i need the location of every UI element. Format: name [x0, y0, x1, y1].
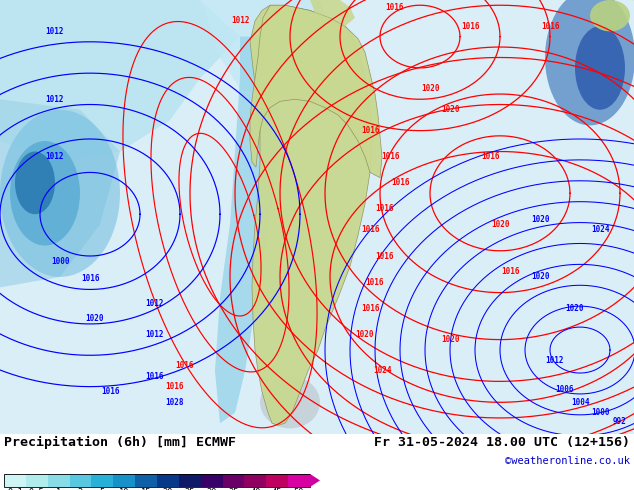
Polygon shape — [0, 0, 240, 162]
Polygon shape — [250, 5, 372, 425]
Text: 1020: 1020 — [441, 105, 459, 114]
Text: 1012: 1012 — [46, 27, 64, 36]
Text: 1016: 1016 — [461, 22, 479, 30]
Text: Fr 31-05-2024 18.00 UTC (12+156): Fr 31-05-2024 18.00 UTC (12+156) — [374, 436, 630, 449]
Text: 1016: 1016 — [381, 152, 399, 161]
Text: 45: 45 — [272, 488, 283, 490]
Polygon shape — [200, 0, 330, 99]
Bar — [157, 474, 179, 487]
Text: 992: 992 — [613, 416, 627, 426]
Text: 1016: 1016 — [376, 251, 394, 261]
Text: Precipitation (6h) [mm] ECMWF: Precipitation (6h) [mm] ECMWF — [4, 436, 236, 449]
Text: 1000: 1000 — [51, 257, 69, 266]
Text: 1016: 1016 — [376, 204, 394, 214]
Text: 1016: 1016 — [361, 126, 379, 135]
Text: 1: 1 — [56, 488, 61, 490]
Text: 1020: 1020 — [421, 84, 439, 93]
Text: 1016: 1016 — [81, 274, 100, 284]
Text: 2: 2 — [78, 488, 83, 490]
Text: 1016: 1016 — [501, 267, 519, 276]
Polygon shape — [0, 99, 120, 287]
Polygon shape — [310, 474, 320, 487]
Text: 1024: 1024 — [591, 225, 609, 234]
Text: 1016: 1016 — [366, 278, 384, 287]
Bar — [70, 474, 91, 487]
Bar — [245, 474, 266, 487]
Text: 1016: 1016 — [361, 304, 379, 313]
Bar — [4, 474, 26, 487]
Text: 1020: 1020 — [531, 272, 549, 281]
Text: 1012: 1012 — [46, 95, 64, 104]
Text: 40: 40 — [250, 488, 261, 490]
Text: 1024: 1024 — [373, 367, 391, 375]
Text: 5: 5 — [100, 488, 105, 490]
Ellipse shape — [260, 376, 320, 428]
Text: 0.1: 0.1 — [7, 488, 23, 490]
Bar — [91, 474, 113, 487]
Text: 1020: 1020 — [491, 220, 509, 229]
Text: 1016: 1016 — [385, 3, 404, 12]
Ellipse shape — [0, 110, 120, 277]
Bar — [179, 474, 201, 487]
Text: 1016: 1016 — [165, 382, 184, 391]
Text: 1012: 1012 — [546, 356, 564, 365]
Ellipse shape — [590, 0, 630, 31]
Ellipse shape — [10, 141, 80, 245]
Bar — [4, 474, 310, 487]
Bar — [135, 474, 157, 487]
Polygon shape — [215, 37, 280, 423]
Text: 1012: 1012 — [231, 16, 249, 25]
Ellipse shape — [575, 26, 625, 110]
Text: 1016: 1016 — [101, 388, 119, 396]
Text: 1016: 1016 — [361, 225, 379, 234]
Bar — [26, 474, 48, 487]
Text: 1020: 1020 — [86, 314, 104, 323]
Bar — [201, 474, 223, 487]
Text: 50: 50 — [294, 488, 304, 490]
Text: 1020: 1020 — [531, 215, 549, 224]
Bar — [48, 474, 70, 487]
Bar — [223, 474, 245, 487]
Text: 1012: 1012 — [146, 330, 164, 339]
Text: 35: 35 — [228, 488, 239, 490]
Text: 1016: 1016 — [146, 372, 164, 381]
Text: 1020: 1020 — [441, 335, 459, 344]
Text: 30: 30 — [207, 488, 217, 490]
Text: 1004: 1004 — [571, 398, 589, 407]
Text: 1020: 1020 — [356, 330, 374, 339]
Text: 15: 15 — [141, 488, 152, 490]
Text: 1006: 1006 — [556, 385, 574, 394]
Text: 1016: 1016 — [391, 178, 410, 187]
Text: 1020: 1020 — [566, 304, 585, 313]
Ellipse shape — [545, 0, 634, 125]
Polygon shape — [250, 5, 382, 178]
Bar — [288, 474, 310, 487]
Text: 1012: 1012 — [46, 152, 64, 161]
Text: 1016: 1016 — [176, 361, 194, 370]
Bar — [113, 474, 135, 487]
Text: 10: 10 — [119, 488, 129, 490]
Text: 1028: 1028 — [165, 398, 184, 407]
Text: 1000: 1000 — [591, 408, 609, 417]
Polygon shape — [215, 37, 280, 423]
Polygon shape — [310, 0, 355, 26]
Text: 0.5: 0.5 — [29, 488, 44, 490]
Text: 1016: 1016 — [481, 152, 499, 161]
Text: 1016: 1016 — [541, 22, 559, 30]
Text: ©weatheronline.co.uk: ©weatheronline.co.uk — [505, 456, 630, 466]
Text: 1012: 1012 — [146, 298, 164, 308]
Text: 25: 25 — [184, 488, 195, 490]
Ellipse shape — [15, 151, 55, 214]
Bar — [266, 474, 288, 487]
Text: 20: 20 — [163, 488, 173, 490]
